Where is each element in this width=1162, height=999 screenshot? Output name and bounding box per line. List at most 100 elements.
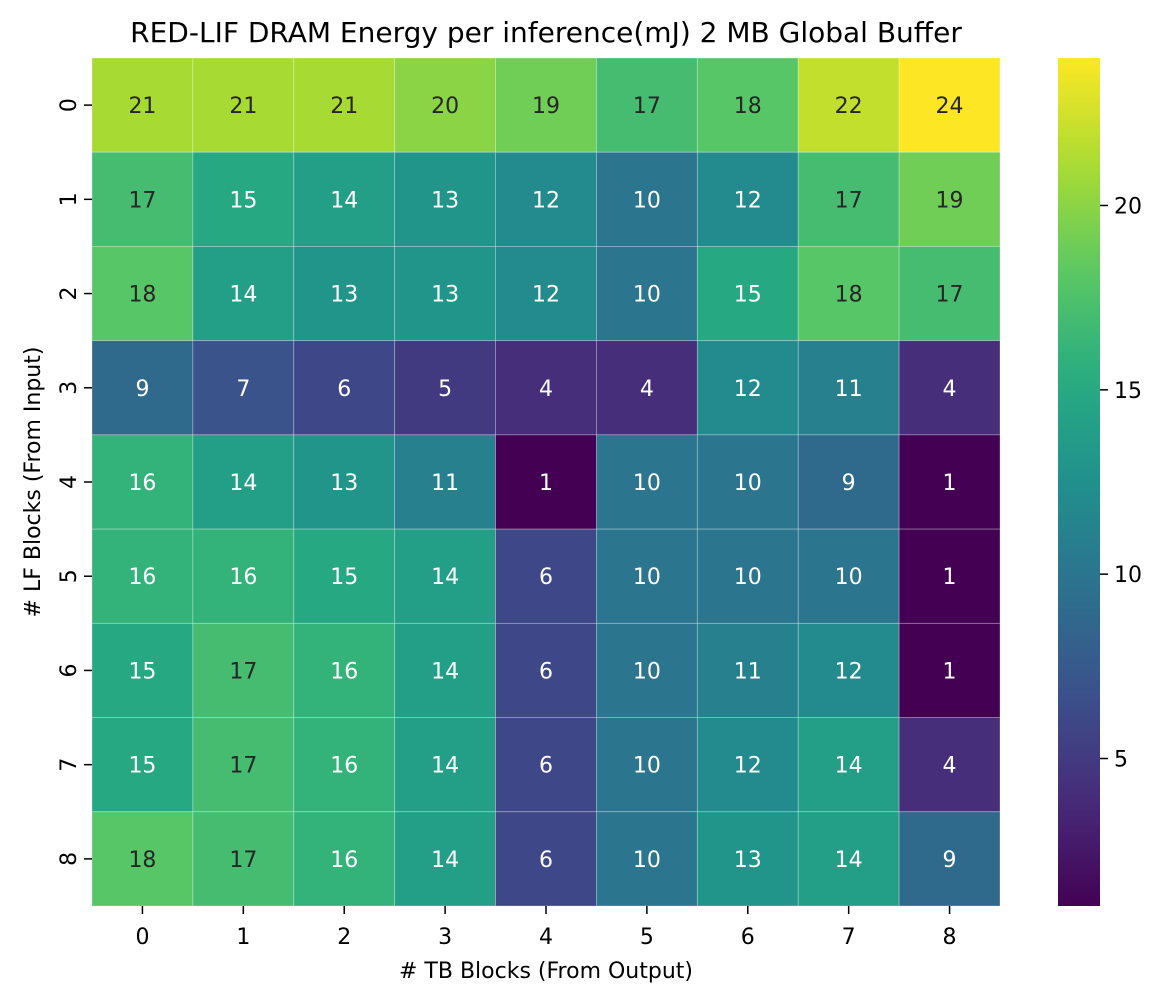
heatmap-cell [192,528,295,624]
cell-value-label: 12 [835,659,863,684]
heatmap-cell [91,246,194,342]
cell-value-label: 16 [330,848,358,873]
cell-value-label: 13 [431,283,459,308]
cell-value-label: 9 [135,377,149,402]
heatmap-cell [192,811,295,907]
heatmap-cell [495,151,597,247]
heatmap-cell [394,528,496,624]
heatmap-cell [696,246,799,342]
heatmap-cell [394,246,496,342]
colorbar-tick-label: 20 [1114,194,1142,219]
y-tick-label: 2 [57,287,82,301]
cell-value-label: 15 [128,754,156,779]
cell-value-label: 14 [835,848,863,873]
heatmap-cell [394,717,496,813]
heatmap-cell [696,528,799,624]
heatmap-cell [192,57,295,153]
y-axis-ticks: 0 1 2 3 4 5 6 7 8 [57,98,92,866]
heatmap-cell [898,151,1001,247]
heatmap-cell [293,151,396,247]
heatmap-cell [797,717,900,813]
cell-value-label: 15 [734,283,762,308]
heatmap-cell [797,528,900,624]
cell-value-label: 17 [128,188,156,213]
x-axis-ticks: 0 1 2 3 4 5 6 7 8 [135,906,957,950]
heatmap-cell [91,340,194,436]
cell-value-label: 22 [835,94,863,119]
cell-value-label: 11 [835,377,863,402]
y-tick-label: 0 [57,98,82,112]
cell-value-label: 12 [532,283,560,308]
cell-value-label: 21 [330,94,358,119]
heatmap-cell [293,811,396,907]
cell-value-label: 13 [431,188,459,213]
cell-value-label: 6 [539,754,553,779]
cell-value-label: 18 [835,283,863,308]
cell-value-label: 5 [438,377,452,402]
cell-value-label: 17 [229,659,257,684]
y-axis-label: # LF Blocks (From Input) [21,347,46,618]
x-tick-label: 5 [640,925,654,950]
heatmap-cell [696,811,799,907]
cell-value-label: 21 [128,94,156,119]
colorbar-tick-label: 10 [1114,563,1142,588]
heatmap-cell [293,434,396,530]
cell-value-label: 13 [330,283,358,308]
y-tick-label: 7 [57,758,82,772]
heatmap-cell [696,717,799,813]
cell-value-label: 18 [128,848,156,873]
heatmap-cell [495,717,597,813]
cell-value-label: 15 [128,659,156,684]
cell-value-label: 10 [734,565,762,590]
x-tick-label: 8 [943,925,957,950]
heatmap-cell [797,151,900,247]
heatmap-cell [293,528,396,624]
cell-value-label: 19 [936,188,964,213]
cell-value-label: 10 [633,848,661,873]
cell-value-label: 10 [633,659,661,684]
cell-value-label: 14 [229,283,257,308]
cell-value-label: 18 [734,94,762,119]
cell-value-label: 16 [128,565,156,590]
heatmap-cell [293,246,396,342]
cell-value-label: 14 [431,659,459,684]
x-tick-label: 4 [539,925,553,950]
cell-value-label: 10 [633,188,661,213]
heatmap-cell [596,151,698,247]
cell-value-label: 11 [734,659,762,684]
cell-value-label: 1 [539,471,553,496]
heatmap-cell [394,151,496,247]
cell-value-label: 6 [539,565,553,590]
y-tick-label: 6 [57,663,82,677]
colorbar-tick-label: 5 [1114,748,1128,773]
cell-value-label: 9 [943,848,957,873]
cell-value-label: 10 [633,565,661,590]
heatmap-cell [293,57,396,153]
cell-value-label: 16 [330,659,358,684]
cell-value-label: 16 [330,754,358,779]
heatmap-cell [898,434,1001,530]
heatmap-cell [394,434,496,530]
heatmap-cell [91,57,194,153]
x-tick-label: 1 [236,925,250,950]
x-tick-label: 7 [842,925,856,950]
heatmap-cell [91,434,194,530]
heatmap-cell [293,717,396,813]
cell-value-label: 9 [842,471,856,496]
cell-value-label: 12 [734,377,762,402]
heatmap-cell [293,622,396,718]
heatmap-cell [91,717,194,813]
cell-value-label: 14 [431,848,459,873]
x-tick-label: 0 [135,925,149,950]
heatmap-cell [91,528,194,624]
heatmap-cell [596,528,698,624]
heatmap-cell [394,811,496,907]
x-axis-label: # TB Blocks (From Output) [399,959,693,984]
heatmap-cell [91,622,194,718]
cell-value-label: 16 [128,471,156,496]
colorbar-tick-label: 15 [1114,379,1142,404]
y-tick-label: 3 [57,381,82,395]
heatmap-cells [91,57,1001,907]
cell-value-label: 19 [532,94,560,119]
